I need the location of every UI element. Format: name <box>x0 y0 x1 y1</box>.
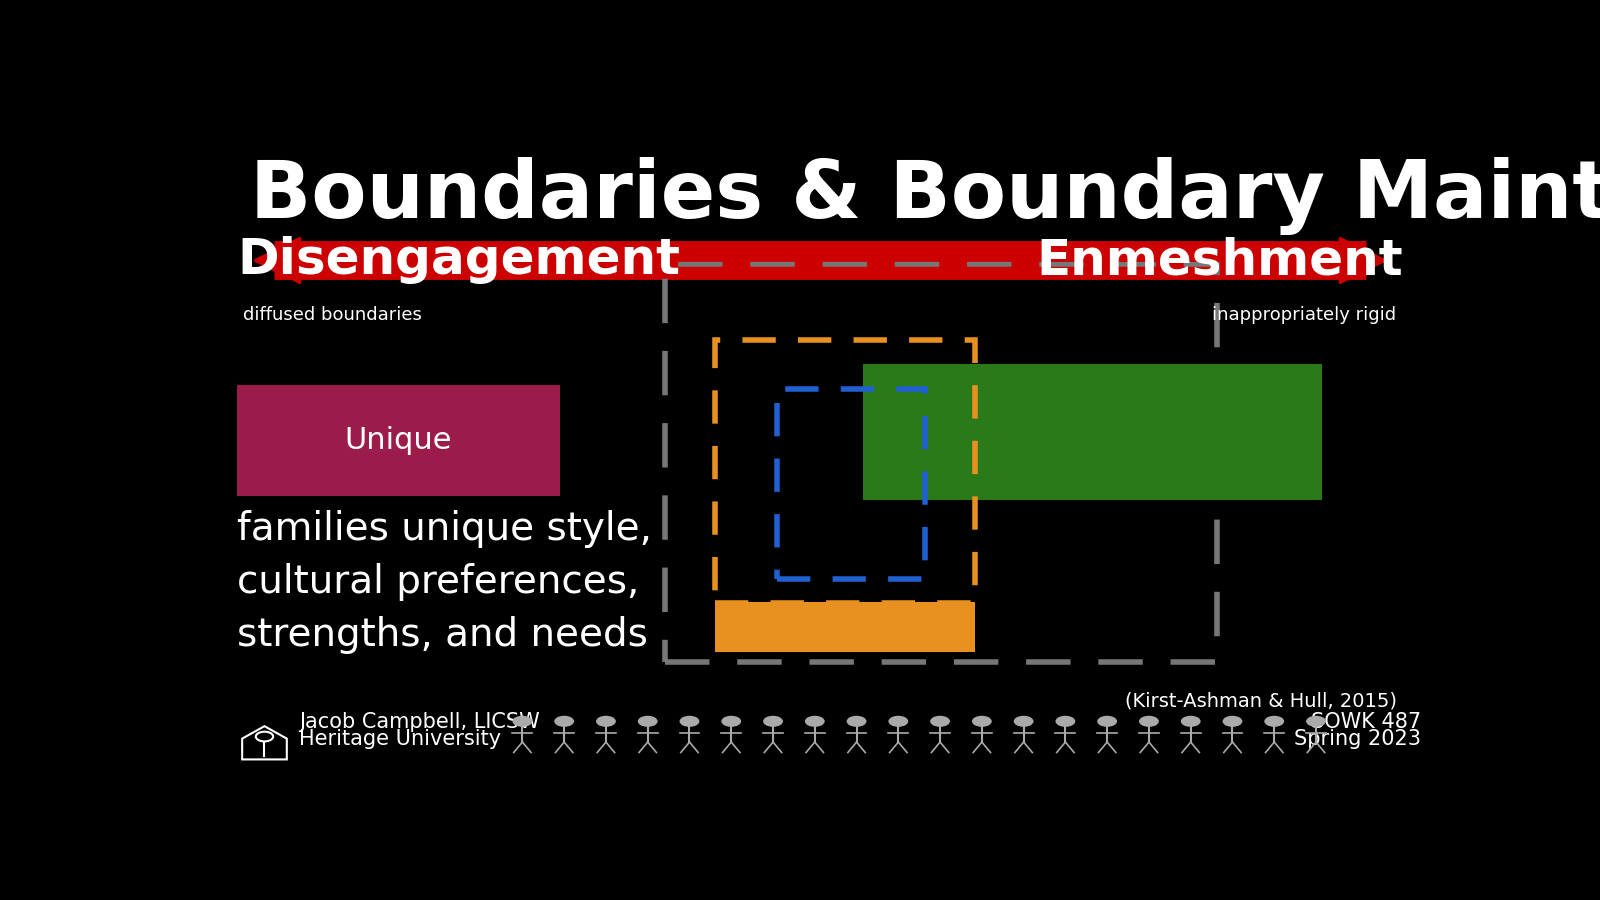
Bar <box>666 264 1218 662</box>
Circle shape <box>1056 716 1075 727</box>
Bar <box>715 340 974 604</box>
Circle shape <box>680 716 699 727</box>
Text: SOWK 487: SOWK 487 <box>1312 712 1421 732</box>
Circle shape <box>1139 716 1158 727</box>
Text: Subsystems: Subsystems <box>770 617 920 637</box>
Text: (Kirst-Ashman & Hull, 2015): (Kirst-Ashman & Hull, 2015) <box>1125 692 1397 711</box>
Bar <box>237 385 560 496</box>
Circle shape <box>1264 716 1285 727</box>
Circle shape <box>554 716 574 727</box>
Bar <box>864 364 1322 500</box>
Text: Unique: Unique <box>344 426 453 455</box>
Text: Jacob Campbell, LICSW: Jacob Campbell, LICSW <box>299 712 539 732</box>
Text: Boundaries & Boundary Maintenance: Boundaries & Boundary Maintenance <box>250 157 1600 235</box>
Circle shape <box>763 716 782 727</box>
Bar <box>715 602 974 652</box>
Text: diffused boundaries: diffused boundaries <box>243 305 422 323</box>
Circle shape <box>930 716 950 727</box>
Text: Heritage University: Heritage University <box>299 729 501 749</box>
Text: Disengagement: Disengagement <box>237 237 680 284</box>
Text: Enmeshment: Enmeshment <box>1037 237 1403 284</box>
Circle shape <box>1222 716 1242 727</box>
Circle shape <box>971 716 992 727</box>
Circle shape <box>1014 716 1034 727</box>
Circle shape <box>722 716 741 727</box>
Circle shape <box>638 716 658 727</box>
Text: families unique style,
cultural preferences,
strengths, and needs: families unique style, cultural preferen… <box>237 510 653 654</box>
Circle shape <box>805 716 824 727</box>
Circle shape <box>597 716 616 727</box>
Circle shape <box>512 716 533 727</box>
Text: inappropriately rigid: inappropriately rigid <box>1213 305 1397 323</box>
Circle shape <box>846 716 867 727</box>
Circle shape <box>1098 716 1117 727</box>
Circle shape <box>888 716 909 727</box>
Text: Spring 2023: Spring 2023 <box>1294 729 1421 749</box>
Circle shape <box>1306 716 1326 727</box>
Text: Internal vs. External: Internal vs. External <box>960 419 1226 445</box>
Circle shape <box>1181 716 1200 727</box>
Bar <box>776 389 925 580</box>
